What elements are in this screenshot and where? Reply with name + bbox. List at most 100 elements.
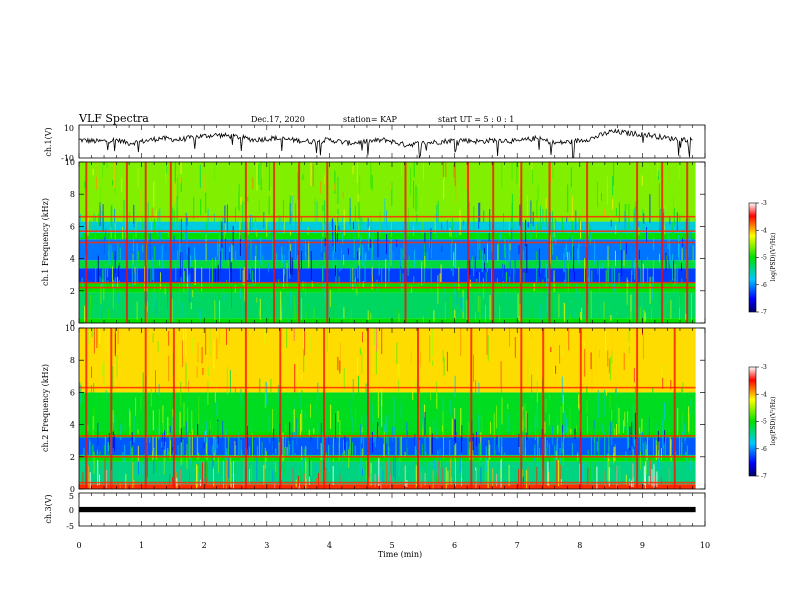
ch1-spectrogram-burst-2 [144, 162, 147, 323]
ch1-spectrogram-colorbar-tick-label: -3 [761, 200, 767, 207]
ch2-colorbar-gradient [748, 366, 757, 477]
ch2-spectrogram-line-2 [79, 435, 705, 437]
ch3-waveform-panel: 5 0 -5 ch.3(V) [44, 492, 706, 531]
ch2-spectrogram-burst-3 [172, 328, 175, 489]
x-tick-label: 10 [700, 541, 710, 550]
ch1-waveform-line [79, 128, 693, 158]
ch2-colorbar-label: log(PSD)(V²/Hz) [770, 397, 777, 446]
x-axis-label: Time (min) [378, 550, 422, 559]
ch1-colorbar: -3 -4 -5 -6 -7 log(PSD)(V²/Hz) [748, 200, 777, 316]
ch2-spectrogram-band-5 [79, 392, 705, 432]
ch1-spectrogram-burst-5 [273, 162, 276, 323]
ch2-spectrogram-burst-8 [417, 328, 419, 489]
ch1-spectrogram-line-3 [79, 230, 705, 232]
ch2-spectrogram-ytick-label: 10 [65, 324, 75, 333]
ch1-spectrogram-line-2 [79, 241, 705, 244]
ch1-spectrogram-burst-8 [404, 162, 407, 323]
ch1-spectrogram-line-1 [79, 281, 705, 284]
ch1-spectrogram-burst-10 [492, 162, 495, 323]
ch2-spectrogram-colorbar-tick-label: -5 [761, 419, 767, 426]
ch1-colorbar-label: log(PSD)(V²/Hz) [770, 233, 777, 282]
ch2-spectrogram-ytick-label: 6 [70, 388, 75, 397]
ch2-colorbar: -3 -4 -5 -6 -7 log(PSD)(V²/Hz) [748, 364, 777, 480]
ch3-ytick-zero: 0 [69, 506, 74, 515]
ch1-spectrogram-burst-11 [520, 162, 523, 323]
ch1-spectrogram-ytick-label: 6 [70, 222, 75, 231]
ch1-spectrogram-band-1 [79, 292, 705, 319]
ch1-spectrogram-band-7 [79, 221, 705, 233]
header-start-time: start UT = 5 : 0 : 1 [438, 115, 514, 124]
ch1-waveform-panel: 10 -10 ch.1(V) [44, 124, 706, 163]
x-axis: 0 1 2 3 4 5 6 7 8 9 10 [76, 125, 710, 550]
ch1-spectrogram-burst-16 [686, 162, 689, 323]
ch1-spectrogram-colorbar-tick-label: -5 [761, 255, 767, 262]
ch1-colorbar-gradient [748, 202, 757, 313]
ch2-spectrogram-burst-9 [470, 328, 473, 489]
ch1-spectrogram-colorbar-tick-label: -4 [761, 227, 767, 234]
ch2-spectrogram-ytick-label: 0 [70, 485, 75, 494]
ch1-spectrogram-burst-1 [125, 162, 128, 323]
ch1-spectrogram-burst-3 [169, 162, 172, 323]
ch2-spectrogram-ytick-label: 8 [70, 356, 75, 365]
ch3-ytick-bottom: -5 [66, 522, 74, 531]
x-tick-label: 0 [76, 541, 81, 550]
ch1-spectrogram-burst-0 [85, 162, 88, 323]
ch2-spectrogram-ytick-label: 2 [70, 453, 75, 462]
ch2-spectrogram-burst-6 [323, 328, 326, 489]
ch1-spectrogram-band-6 [79, 232, 705, 240]
x-tick-label: 1 [139, 541, 144, 550]
ch2-spectrogram-burst-4 [244, 328, 247, 489]
ch1-ytick-bottom: -10 [61, 154, 74, 163]
ch2-spectrogram-ylabel: ch.2 Frequency (kHz) [41, 364, 50, 452]
ch1-spectrogram-colorbar-tick-label: -6 [761, 282, 767, 289]
header-station: station= KAP [343, 115, 398, 124]
ch2-spectrogram-ytick-label: 4 [70, 421, 75, 430]
ch1-spectrogram-band-3 [79, 268, 705, 283]
ch1-spectrogram-burst-14 [636, 162, 639, 323]
ch1-waveform-ylabel: ch.1(V) [44, 127, 53, 156]
ch1-spectrogram-ytick-label: 0 [70, 319, 75, 328]
ch2-spectrogram-colorbar-tick-label: -6 [761, 446, 767, 453]
ch1-spectrogram-ytick-label: 4 [70, 255, 75, 264]
x-tick-label: 4 [327, 541, 332, 550]
x-tick-label: 2 [202, 541, 207, 550]
x-tick-label: 3 [264, 541, 269, 550]
ch1-spectrogram-burst-6 [298, 162, 301, 323]
figure-title: VLF Spectra [78, 112, 149, 125]
ch2-spectrogram-line-1 [79, 456, 705, 458]
ch1-spectrogram-burst-13 [586, 162, 589, 323]
ch2-spectrogram-colorbar-tick-label: -7 [761, 473, 767, 480]
ch1-spectrogram-ylabel: ch.1 Frequency (kHz) [41, 198, 50, 286]
ch2-spectrogram-line-0 [79, 481, 705, 484]
ch1-spectrogram-ytick-label: 2 [70, 287, 75, 296]
ch1-spectrogram-burst-4 [244, 162, 247, 323]
ch2-spectrogram-burst-0 [85, 328, 88, 489]
ch2-spectrogram-burst-11 [542, 328, 545, 489]
ch1-spectrogram-burst-12 [548, 162, 551, 323]
ch1-spectrogram-colorbar-tick-label: -7 [761, 309, 767, 316]
ch2-spectrogram-burst-10 [520, 328, 523, 489]
ch2-spectrogram-colorbar-tick-label: -3 [761, 364, 767, 371]
ch2-spectrogram-texture [79, 328, 693, 489]
ch1-spectrogram-burst-15 [661, 162, 664, 323]
ch2-spectrogram-burst-5 [279, 328, 282, 489]
ch1-spectrogram-burst-7 [326, 162, 329, 323]
ch2-spectrogram-burst-1 [110, 328, 113, 489]
ch1-spectrogram-band-4 [79, 260, 705, 269]
ch2-spectrogram-line-3 [79, 386, 705, 389]
x-tick-label: 8 [577, 541, 582, 550]
ch2-spectrogram-band-2 [79, 455, 705, 462]
x-tick-label: 5 [389, 541, 394, 550]
x-tick-label: 7 [515, 541, 520, 550]
ch1-ytick-top: 10 [64, 124, 74, 133]
ch3-waveform-line [79, 506, 696, 513]
ch1-spectrogram-burst-9 [467, 162, 470, 323]
ch1-spectrogram-line-4 [79, 215, 705, 218]
ch2-spectrogram-panel: 0 2 4 6 8 10 ch.2 Frequency (kHz) -3 -4 -5 -6 -7 … [41, 324, 777, 494]
x-tick-label: 9 [640, 541, 645, 550]
ch2-spectrogram-colorbar-tick-label: -4 [761, 391, 767, 398]
x-tick-label: 6 [452, 541, 457, 550]
ch1-spectrogram-panel: 0 2 4 6 8 10 ch.1 Frequency (kHz) -3 -4 -5 -6 -7 … [41, 158, 777, 328]
header-date: Dec.17, 2020 [251, 115, 305, 124]
